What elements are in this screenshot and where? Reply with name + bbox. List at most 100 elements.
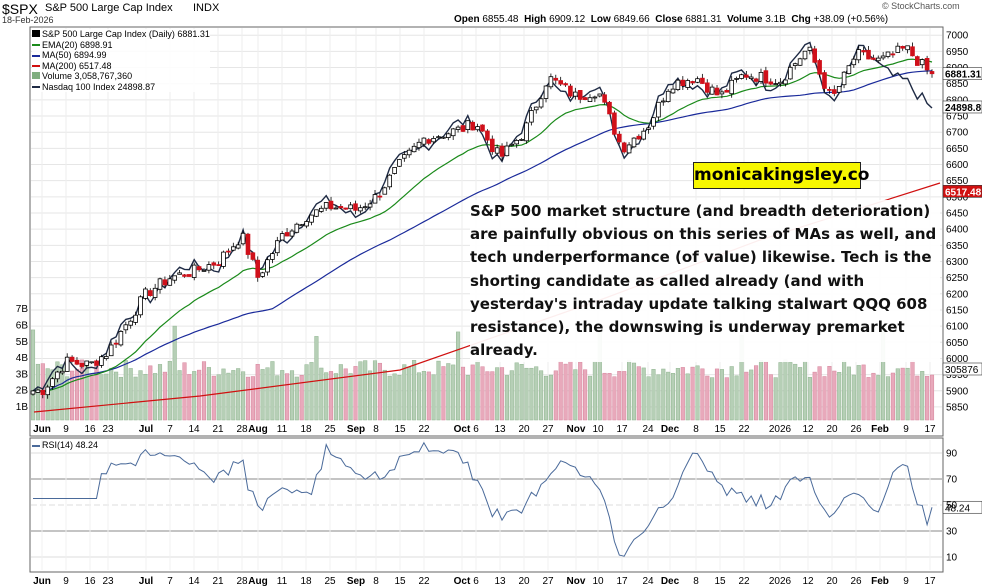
date-tick-label: 21 — [212, 424, 224, 435]
volume-bar — [734, 375, 739, 421]
volume-bar — [475, 360, 480, 421]
change-value: +38.09 (+0.56%) — [813, 14, 889, 25]
volume-bar — [118, 376, 123, 421]
volume-bar — [553, 370, 558, 421]
volume-bar — [724, 377, 729, 421]
candle-body — [582, 97, 588, 100]
date-tick-label: 16 — [84, 576, 96, 587]
volume-tick-label: 6B — [16, 321, 29, 332]
volume-bar — [128, 368, 133, 421]
candle-body — [138, 296, 143, 316]
price-tick-label: 6500 — [946, 192, 969, 203]
candle-body — [69, 356, 75, 362]
price-tick-label: 6000 — [946, 354, 969, 365]
volume-axis-labels: 1B 2B 3B 4B 5B 6B 7B — [16, 304, 29, 413]
high-label: High — [524, 14, 547, 25]
rsi-marker-box — [942, 500, 982, 514]
candle-body — [480, 124, 485, 132]
volume-bar — [504, 375, 509, 421]
candle-body — [367, 203, 373, 208]
candle-body — [475, 126, 480, 131]
rsi-tick-label: 50 — [946, 501, 958, 512]
candle-body — [304, 221, 309, 227]
volume-bar — [641, 367, 646, 421]
exchange: INDX — [193, 2, 220, 14]
candle-body — [656, 101, 661, 118]
volume-bar — [377, 362, 382, 421]
candle-body — [895, 45, 901, 53]
candle-body — [79, 362, 85, 367]
volume-bar — [817, 366, 822, 421]
candle-body — [382, 187, 388, 195]
volume-bar — [79, 359, 84, 421]
candle-body — [309, 214, 314, 223]
volume-bar — [446, 363, 451, 421]
candle-body — [143, 288, 148, 299]
volume-bar — [426, 371, 431, 421]
volume-bar — [387, 375, 392, 421]
candle-body — [333, 207, 339, 210]
candle-body — [338, 205, 344, 209]
volume-bar — [363, 360, 368, 421]
date-tick-label: 8 — [373, 424, 379, 435]
date-tick-label: 18 — [300, 576, 312, 587]
legend-swatch — [32, 444, 40, 447]
date-tick-label: 23 — [102, 424, 114, 435]
volume-bar — [837, 372, 842, 421]
candle-body — [714, 87, 720, 96]
date-tick-label: 27 — [542, 576, 554, 587]
candle-body — [558, 80, 563, 85]
candle-body — [450, 128, 456, 137]
candle-body — [191, 264, 197, 278]
high-value: 6909.12 — [549, 14, 586, 25]
candle-body — [758, 72, 764, 82]
commentary-note: S&P 500 market structure (and breadth de… — [470, 200, 940, 363]
candle-body — [617, 133, 622, 143]
candle-body — [533, 106, 539, 111]
candle-body — [641, 130, 646, 140]
candle-body — [612, 112, 617, 135]
volume-bar — [573, 369, 578, 421]
volume-bar — [783, 359, 788, 421]
volume-bar — [910, 360, 915, 421]
date-tick-label: Sep — [347, 424, 365, 435]
ohlc-bar: Open 6855.48 High 6909.12 Low 6849.66 Cl… — [454, 14, 888, 25]
volume-bar — [70, 370, 75, 421]
candle-body — [504, 145, 510, 157]
ma50-line — [32, 70, 933, 393]
legend-item-ma200: MA(200) 6517.48 — [32, 61, 210, 72]
candle-body — [709, 86, 715, 95]
volume-bar — [807, 377, 812, 421]
volume-bar — [260, 369, 265, 421]
volume-bar — [915, 375, 920, 421]
close-value: 6881.31 — [685, 14, 722, 25]
volume-bar — [255, 364, 260, 421]
date-tick-label: 14 — [188, 576, 200, 587]
volume-bar — [153, 373, 158, 421]
volume-bar — [157, 364, 163, 421]
candle-body — [55, 371, 60, 380]
rsi-gridlines — [31, 440, 942, 570]
candle-body — [807, 46, 813, 51]
candle-body — [60, 370, 65, 374]
volume-marker-label: 305876 — [945, 365, 979, 376]
volume-bar — [646, 376, 651, 421]
price-tick-label: 6100 — [946, 322, 969, 333]
candle-body — [250, 252, 256, 260]
legend-ma50-label: MA(50) 6894.99 — [42, 50, 107, 60]
price-tick-label: 6750 — [946, 112, 969, 123]
volume-bar — [382, 369, 387, 421]
candle-body — [392, 166, 397, 174]
candle-body — [64, 356, 70, 372]
volume-bar — [289, 370, 295, 421]
volume-bar — [372, 360, 378, 421]
candle-body — [905, 45, 910, 51]
date-tick-label: 15 — [394, 576, 406, 587]
volume-bar — [245, 376, 251, 421]
volume-bar — [201, 361, 207, 421]
volume-bar — [104, 373, 109, 421]
volume-bar — [856, 365, 861, 421]
candle-body — [885, 51, 891, 57]
legend-swatch — [32, 86, 40, 89]
volume-bar — [192, 371, 197, 421]
